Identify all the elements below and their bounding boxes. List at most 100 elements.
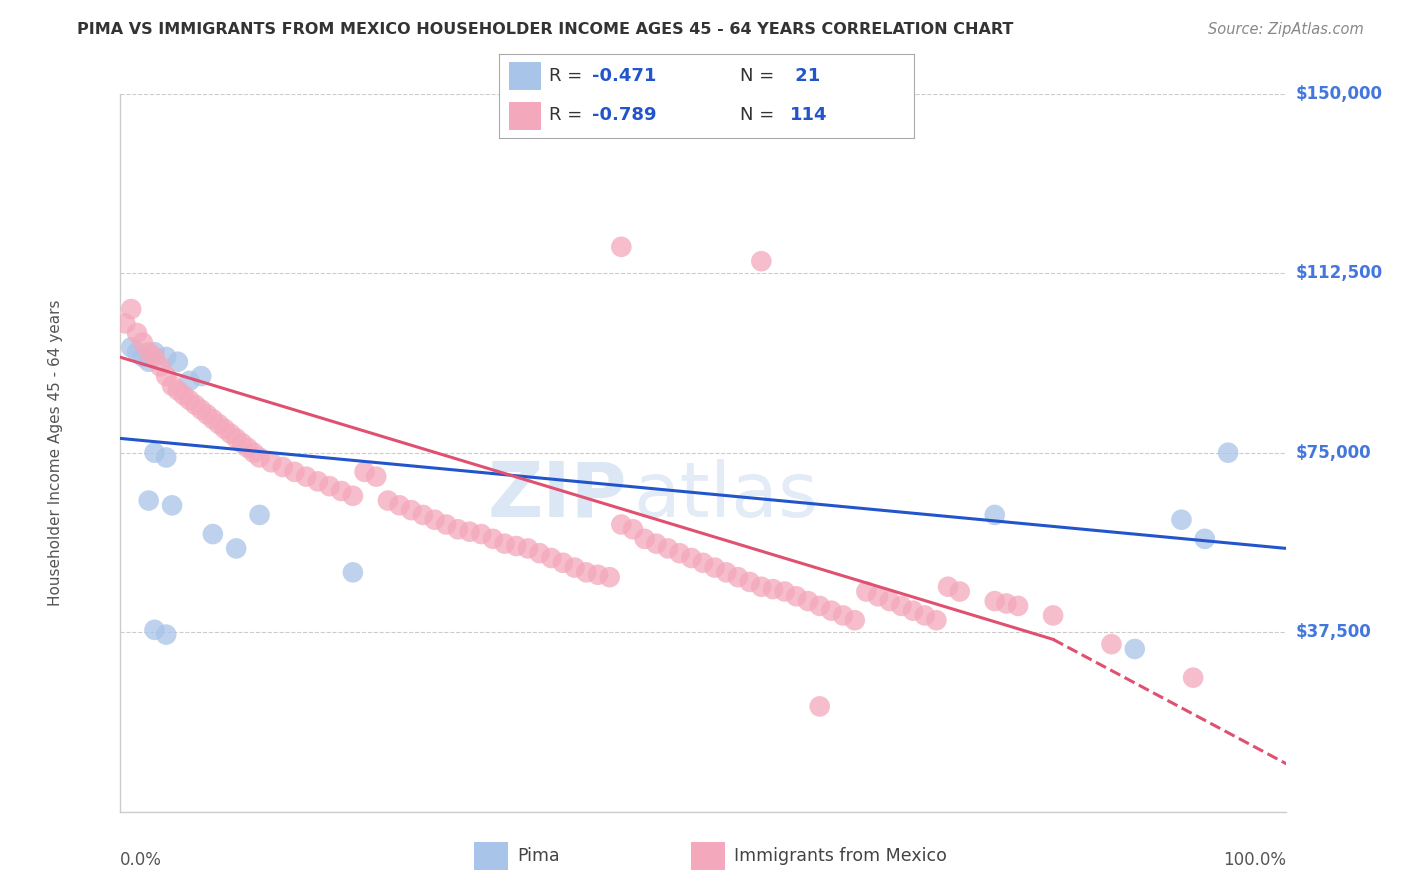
Point [388,499,411,513]
Point [832,608,855,623]
Point [738,574,761,589]
Point [610,240,633,254]
Text: PIMA VS IMMIGRANTS FROM MEXICO HOUSEHOLDER INCOME AGES 45 - 64 YEARS CORRELATION: PIMA VS IMMIGRANTS FROM MEXICO HOUSEHOLD… [77,22,1014,37]
Text: R =: R = [548,106,588,124]
Text: $75,000: $75,000 [1296,443,1371,462]
Point [249,508,271,522]
Point [143,350,166,364]
Point [785,590,807,604]
Point [914,608,936,623]
FancyBboxPatch shape [509,102,540,130]
Point [114,317,136,331]
Point [517,541,540,556]
Text: 114: 114 [789,106,827,124]
Point [936,580,959,594]
Point [330,483,353,498]
Point [762,582,785,596]
Point [529,546,551,560]
Point [201,527,224,541]
Point [173,388,195,402]
Point [470,527,492,541]
Point [1170,513,1192,527]
Point [120,301,142,317]
Point [901,604,924,618]
Text: Immigrants from Mexico: Immigrants from Mexico [734,847,946,865]
Point [949,584,972,599]
Point [195,408,218,422]
Point [219,426,242,441]
Point [366,469,388,483]
Point [575,566,598,580]
Point [342,489,364,503]
Point [149,359,172,374]
Point [844,613,866,627]
Point [1099,637,1122,651]
Point [610,517,633,532]
FancyBboxPatch shape [690,842,724,870]
Point [447,522,470,536]
Text: N =: N = [740,68,780,86]
Point [236,441,259,455]
Point [353,465,375,479]
Point [155,350,177,364]
Point [879,594,901,608]
Point [1194,532,1216,546]
Point [692,556,714,570]
Point [231,436,253,450]
Point [1182,671,1205,685]
Point [225,431,247,445]
Point [190,369,212,384]
Point [377,493,399,508]
Text: atlas: atlas [633,458,818,533]
Point [586,567,609,582]
Point [225,541,247,556]
Point [242,446,264,460]
Text: N =: N = [740,106,780,124]
Point [820,604,842,618]
Point [657,541,679,556]
Point [551,556,574,570]
Point [260,455,283,469]
Point [295,469,318,483]
Point [201,412,224,426]
Point [125,326,148,340]
Point [160,499,183,513]
Point [166,355,188,369]
Point [138,493,160,508]
FancyBboxPatch shape [474,842,508,870]
Point [434,517,457,532]
Point [143,446,166,460]
Point [494,536,516,550]
Point [984,508,1007,522]
Point [890,599,912,613]
Point [925,613,948,627]
Point [505,539,527,553]
Point [1123,642,1146,657]
Point [855,584,877,599]
Point [184,398,207,412]
Point [166,384,188,398]
Point [307,475,329,489]
Point [132,350,155,364]
Point [458,524,481,539]
Text: 0.0%: 0.0% [120,851,162,869]
Text: 21: 21 [789,68,821,86]
Point [143,345,166,359]
Point [599,570,621,584]
Point [797,594,820,608]
Text: 100.0%: 100.0% [1223,851,1286,869]
Point [751,580,773,594]
Point [727,570,749,584]
Point [751,254,773,268]
Point [716,566,738,580]
Point [342,566,364,580]
Point [703,560,725,574]
Point [155,627,177,641]
Point [423,513,446,527]
Point [984,594,1007,608]
Text: Pima: Pima [517,847,560,865]
Point [284,465,307,479]
Point [773,584,796,599]
Point [160,378,183,392]
Point [633,532,655,546]
